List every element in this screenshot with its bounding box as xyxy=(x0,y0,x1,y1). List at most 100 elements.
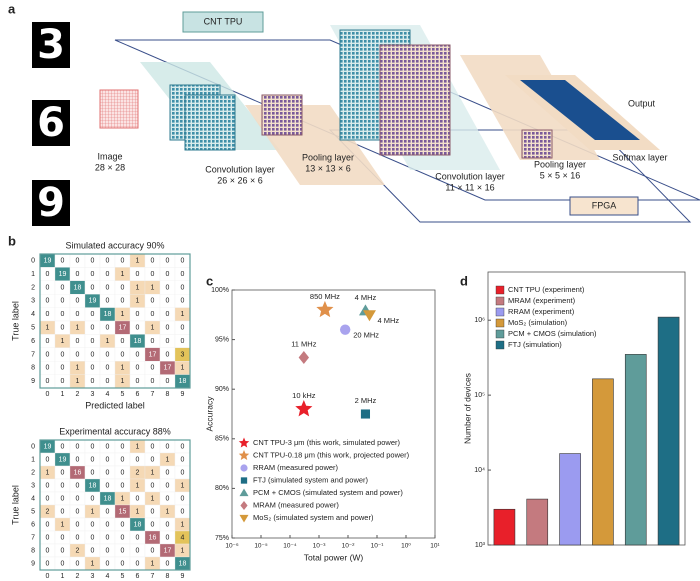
cell-label: 0 xyxy=(76,298,80,305)
legend-swatch xyxy=(495,285,505,295)
point xyxy=(295,400,313,417)
x-tick-label: 1 xyxy=(61,391,65,398)
cell-label: 0 xyxy=(91,456,95,463)
cell-label: 0 xyxy=(121,284,125,291)
cell-label: 0 xyxy=(76,338,80,345)
cell-label: 1 xyxy=(181,521,185,528)
point xyxy=(360,409,371,419)
y-tick-label: 1 xyxy=(31,456,35,463)
cell-label: 0 xyxy=(121,469,125,476)
cell-label: 17 xyxy=(119,325,127,332)
cell-label: 0 xyxy=(136,351,140,358)
cell-label: 1 xyxy=(136,258,140,265)
cell-label: 1 xyxy=(106,338,110,345)
legend-label: RRAM (measured power) xyxy=(253,463,339,472)
conv2-map xyxy=(379,44,451,156)
cell-label: 0 xyxy=(76,508,80,515)
plot-frame xyxy=(231,289,436,539)
x-tick-label: 4 xyxy=(106,573,110,580)
legend-swatch xyxy=(495,329,505,339)
cell-label: 0 xyxy=(151,456,155,463)
bar xyxy=(493,508,516,546)
cell-label: 18 xyxy=(104,495,112,502)
y-axis-label: True label xyxy=(10,485,20,525)
legend-label: FTJ (simulated system and power) xyxy=(253,475,369,484)
cell-label: 1 xyxy=(181,311,185,318)
point xyxy=(298,350,310,364)
layer-label: Convolution layer xyxy=(435,171,505,181)
cell-label: 0 xyxy=(106,325,110,332)
legend-label: FTJ (simulation) xyxy=(508,340,562,349)
cell-label: 0 xyxy=(166,378,170,385)
cell-label: 1 xyxy=(121,495,125,502)
cell-label: 1 xyxy=(151,495,155,502)
cell-label: 0 xyxy=(151,258,155,265)
cell-label: 1 xyxy=(166,456,170,463)
chart-title: Experimental accuracy 88% xyxy=(59,426,171,436)
image-label: Image xyxy=(97,151,122,161)
digit-box xyxy=(32,180,70,226)
cell-label: 0 xyxy=(46,311,50,318)
image-size: 28 × 28 xyxy=(95,162,125,172)
cell-label: 18 xyxy=(104,311,112,318)
cell-label: 0 xyxy=(76,258,80,265)
cell-label: 0 xyxy=(121,456,125,463)
x-tick-label: 10⁻¹ xyxy=(371,543,385,550)
cell-label: 0 xyxy=(91,365,95,372)
cell-label: 1 xyxy=(151,560,155,567)
y-tick-label: 3 xyxy=(31,482,35,489)
cell-label: 0 xyxy=(151,378,155,385)
cell-label: 1 xyxy=(151,325,155,332)
y-tick-label: 0 xyxy=(31,443,35,450)
y-tick-label: 4 xyxy=(31,495,35,502)
annotation: 20 MHz xyxy=(353,331,379,340)
digit-box xyxy=(32,100,70,146)
y-tick-label: 2 xyxy=(31,469,35,476)
panel-label: a xyxy=(8,1,16,16)
cell-label: 1 xyxy=(181,365,185,372)
cell-label: 0 xyxy=(91,311,95,318)
cell-label: 0 xyxy=(61,495,65,502)
cell-label: 2 xyxy=(46,508,50,515)
cell-label: 0 xyxy=(76,311,80,318)
cell-label: 0 xyxy=(121,338,125,345)
cell-label: 0 xyxy=(121,258,125,265)
legend-label: CNT TPU-3 μm (this work, simulated power… xyxy=(253,438,400,447)
x-tick-label: 2 xyxy=(76,573,80,580)
x-axis-label: Total power (W) xyxy=(304,552,364,562)
y-tick-label: 8 xyxy=(31,547,35,554)
cell-label: 0 xyxy=(46,521,50,528)
x-tick-label: 10⁰ xyxy=(401,543,411,550)
cell-label: 0 xyxy=(46,284,50,291)
x-tick-label: 10⁻⁶ xyxy=(225,543,239,550)
digit: 6 xyxy=(37,100,65,146)
cell-label: 0 xyxy=(106,365,110,372)
diagram: a CNT TPU 3 6 9 Image 28 × 28 Convolutio… xyxy=(8,1,700,288)
tpu-box xyxy=(182,11,264,33)
cell-label: 0 xyxy=(136,271,140,278)
x-tick-label: 9 xyxy=(181,391,185,398)
legend-marker xyxy=(239,514,249,523)
legend-label: CNT TPU (experiment) xyxy=(508,285,585,294)
cell-label: 0 xyxy=(61,284,65,291)
cell-label: 0 xyxy=(166,351,170,358)
cell-label: 0 xyxy=(76,443,80,450)
layer-size: 13 × 13 × 6 xyxy=(305,163,351,173)
cell-label: 1 xyxy=(136,508,140,515)
cell-label: 0 xyxy=(61,482,65,489)
cell-label: 0 xyxy=(106,469,110,476)
cell-label: 0 xyxy=(121,482,125,489)
cell-label: 0 xyxy=(46,298,50,305)
tpu-plane xyxy=(114,39,700,201)
cell-label: 18 xyxy=(179,560,187,567)
cell-label: 0 xyxy=(91,271,95,278)
cell-label: 1 xyxy=(76,378,80,385)
cell-label: 0 xyxy=(76,456,80,463)
cell-label: 0 xyxy=(181,469,185,476)
cell-label: 1 xyxy=(151,284,155,291)
cell-label: 0 xyxy=(91,378,95,385)
cell-label: 0 xyxy=(106,560,110,567)
cell-label: 1 xyxy=(91,508,95,515)
y-tick-label: 100% xyxy=(211,287,229,294)
legend-label: PCM + CMOS (simulated system and power) xyxy=(253,488,403,497)
